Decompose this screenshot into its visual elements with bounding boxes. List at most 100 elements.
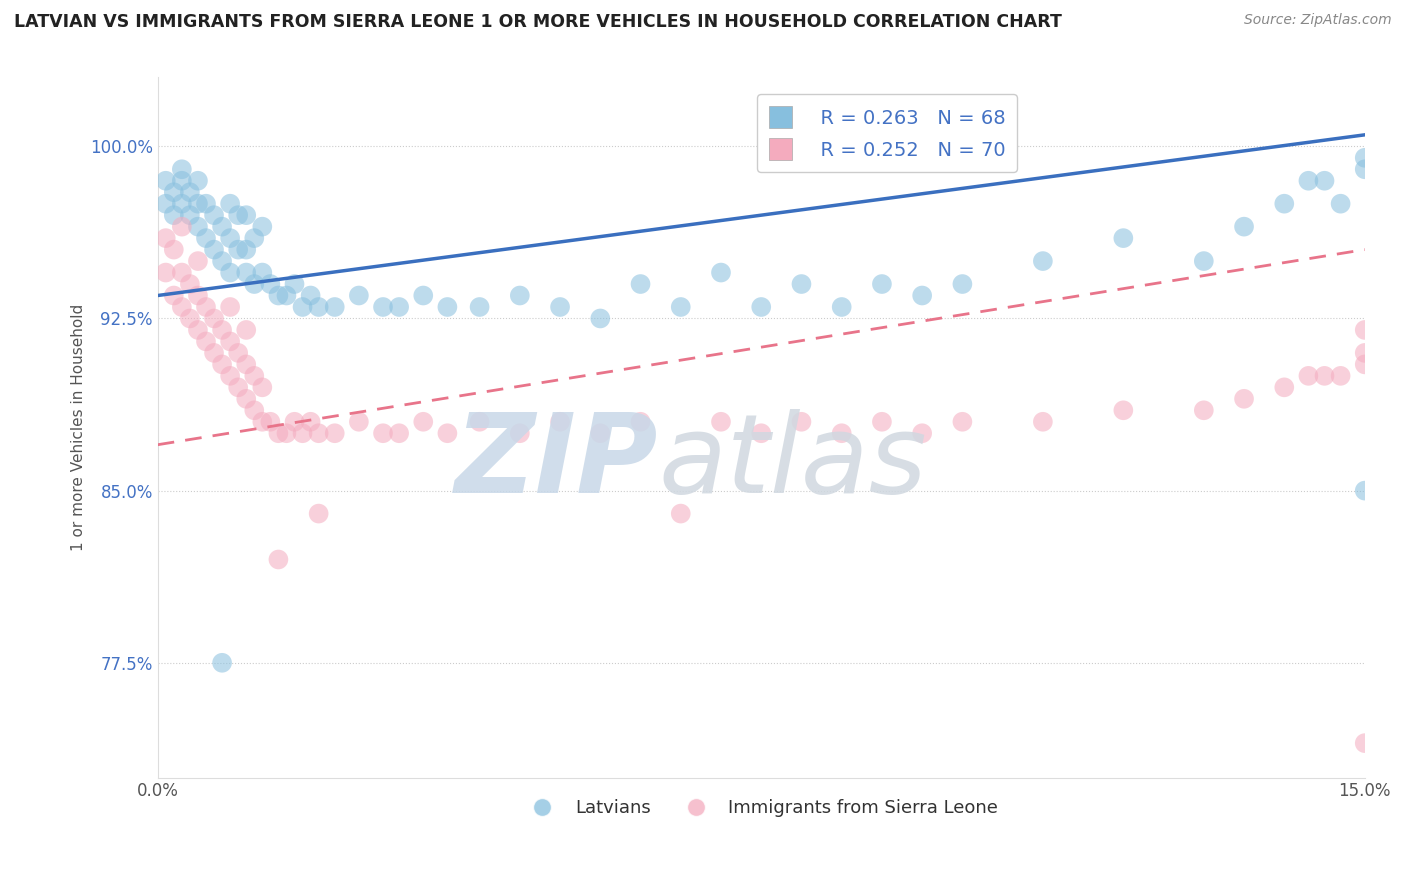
Point [163, 243, 186, 257]
Point [155, 174, 177, 188]
Point [187, 288, 209, 302]
Point [436, 426, 458, 441]
Point [589, 311, 612, 326]
Point [243, 277, 266, 291]
Point [749, 426, 772, 441]
Point [1233, 392, 1256, 406]
Point [235, 208, 257, 222]
Point [308, 426, 330, 441]
Point [187, 254, 209, 268]
Point [202, 208, 225, 222]
Point [1354, 346, 1376, 360]
Point [1354, 151, 1376, 165]
Point [1112, 231, 1135, 245]
Point [1354, 357, 1376, 371]
Point [831, 426, 853, 441]
Point [911, 288, 934, 302]
Point [267, 426, 290, 441]
Point [219, 368, 242, 383]
Point [388, 300, 411, 314]
Point [170, 162, 193, 177]
Point [170, 266, 193, 280]
Point [1032, 254, 1054, 268]
Point [195, 196, 218, 211]
Point [202, 311, 225, 326]
Point [548, 415, 571, 429]
Point [155, 231, 177, 245]
Point [195, 231, 218, 245]
Point [187, 219, 209, 234]
Point [219, 231, 242, 245]
Point [219, 300, 242, 314]
Point [831, 300, 853, 314]
Point [1313, 174, 1336, 188]
Point [163, 185, 186, 199]
Point [170, 174, 193, 188]
Point [252, 415, 274, 429]
Point [630, 415, 652, 429]
Point [1354, 162, 1376, 177]
Point [950, 277, 973, 291]
Point [347, 288, 370, 302]
Point [187, 196, 209, 211]
Point [155, 266, 177, 280]
Point [436, 300, 458, 314]
Point [870, 277, 893, 291]
Point [1329, 368, 1351, 383]
Point [267, 288, 290, 302]
Point [669, 507, 692, 521]
Point [226, 208, 249, 222]
Point [235, 357, 257, 371]
Point [211, 323, 233, 337]
Point [226, 346, 249, 360]
Point [1233, 219, 1256, 234]
Point [252, 219, 274, 234]
Point [589, 426, 612, 441]
Point [790, 415, 813, 429]
Point [1272, 196, 1295, 211]
Point [179, 311, 201, 326]
Point [291, 426, 314, 441]
Point [226, 243, 249, 257]
Point [235, 266, 257, 280]
Point [1354, 483, 1376, 498]
Point [252, 266, 274, 280]
Point [179, 277, 201, 291]
Point [170, 219, 193, 234]
Point [202, 243, 225, 257]
Point [630, 277, 652, 291]
Point [259, 277, 281, 291]
Point [283, 277, 305, 291]
Point [669, 300, 692, 314]
Point [1354, 736, 1376, 750]
Point [299, 288, 322, 302]
Point [235, 392, 257, 406]
Point [299, 415, 322, 429]
Point [1298, 368, 1320, 383]
Point [235, 323, 257, 337]
Point [1192, 403, 1215, 417]
Point [1329, 196, 1351, 211]
Point [308, 300, 330, 314]
Point [163, 208, 186, 222]
Point [1032, 415, 1054, 429]
Point [911, 426, 934, 441]
Point [412, 415, 434, 429]
Point [243, 403, 266, 417]
Point [548, 300, 571, 314]
Point [412, 288, 434, 302]
Point [243, 231, 266, 245]
Point [163, 288, 186, 302]
Point [211, 219, 233, 234]
Point [509, 288, 531, 302]
Point [347, 415, 370, 429]
Point [468, 300, 491, 314]
Point [323, 300, 346, 314]
Point [267, 552, 290, 566]
Point [219, 266, 242, 280]
Text: atlas: atlas [658, 409, 928, 516]
Point [219, 334, 242, 349]
Point [211, 656, 233, 670]
Point [1313, 368, 1336, 383]
Point [170, 300, 193, 314]
